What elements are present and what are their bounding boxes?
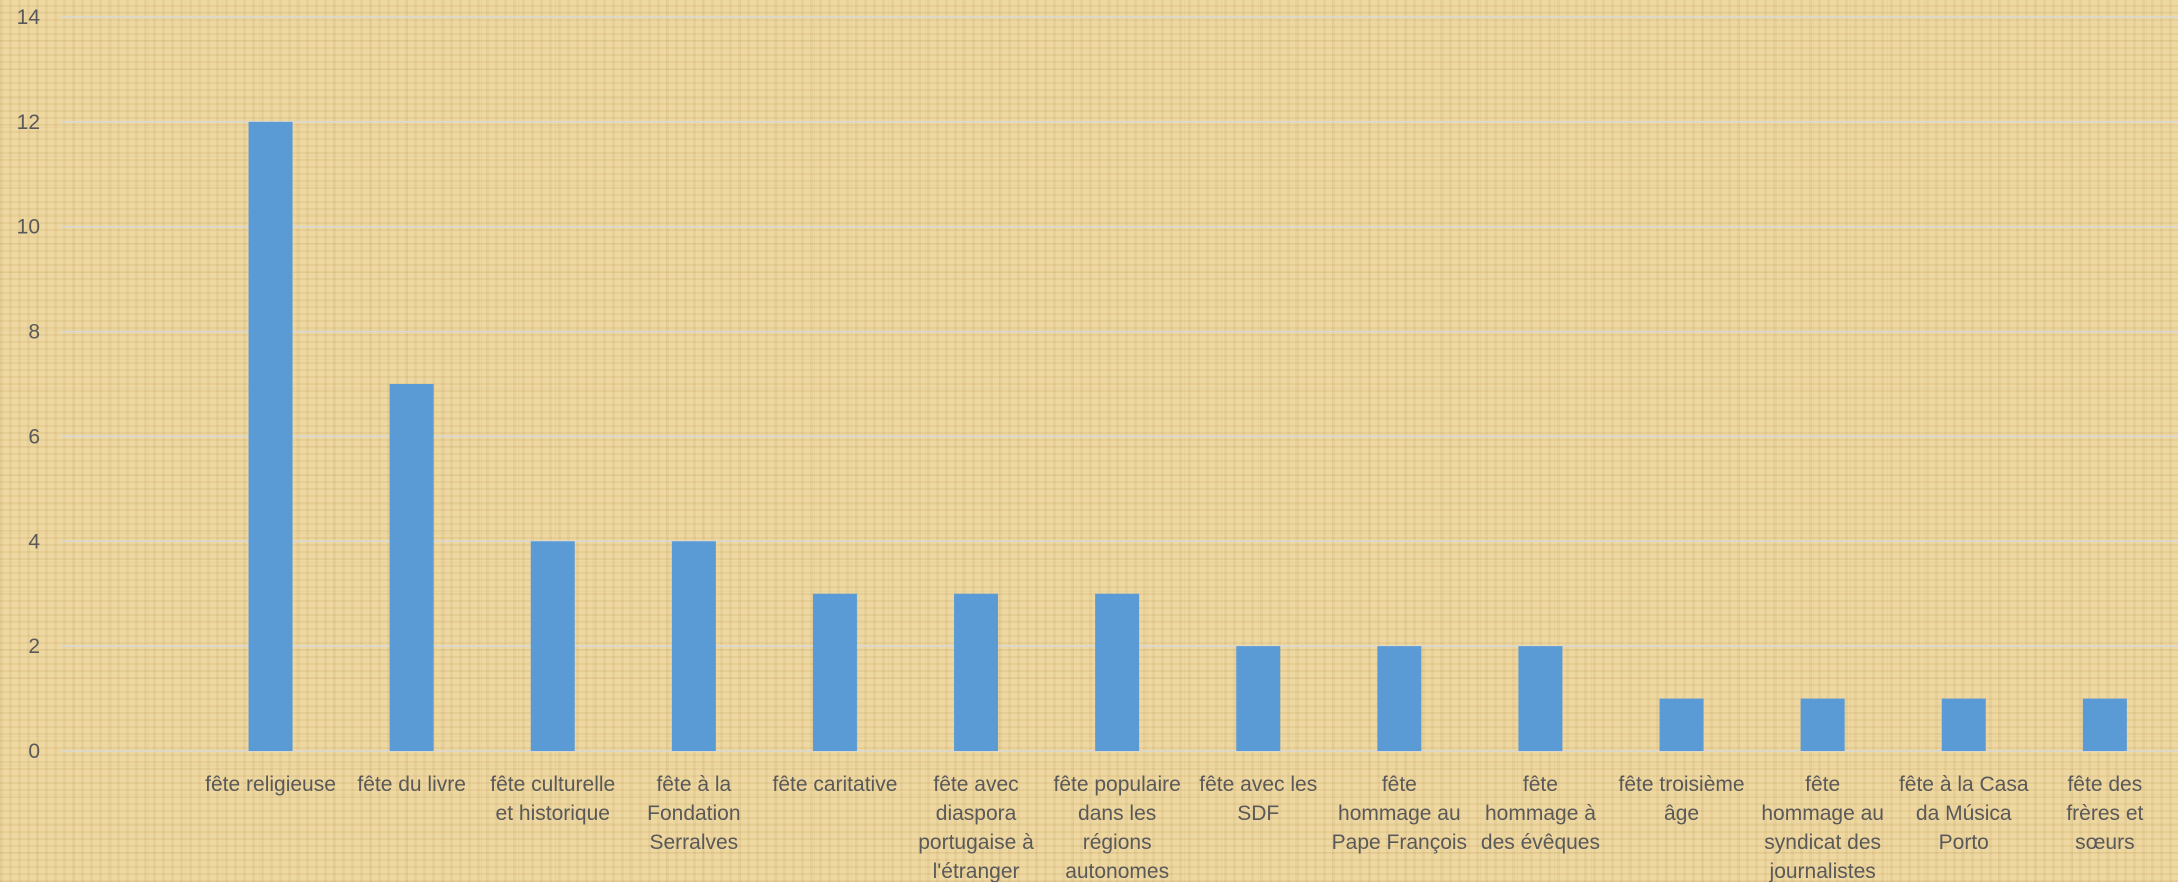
bar (671, 541, 716, 751)
bar (1518, 646, 1563, 751)
x-tick-label: fête des frères et sœurs (2066, 773, 2143, 854)
x-tick-label: fête hommage au Pape François (1332, 773, 1467, 854)
y-tick-label: 14 (17, 6, 41, 29)
bars (248, 121, 2127, 752)
x-tick-label: fête à la Casa da Música Porto (1899, 773, 2029, 854)
bar (1095, 593, 1140, 751)
bar (1800, 698, 1845, 751)
x-tick-label: fête culturelle et historique (490, 773, 615, 825)
y-tick-label: 6 (28, 425, 40, 448)
y-tick-label: 4 (28, 530, 40, 553)
x-tick-label: fête religieuse (205, 773, 336, 796)
x-tick-label: fête hommage à des évêques (1481, 773, 1600, 854)
y-tick-label: 0 (28, 740, 40, 763)
y-axis-ticks: 0 2 4 6 8 10 12 14 (17, 6, 41, 763)
x-tick-label: fête à la Fondation Serralves (647, 773, 740, 854)
bar (1377, 646, 1422, 751)
bar (1941, 698, 1986, 751)
bar (530, 541, 575, 751)
bar (954, 593, 999, 751)
bar (1236, 646, 1281, 751)
bar (248, 121, 293, 752)
x-tick-label: fête troisième âge (1619, 773, 1745, 825)
x-tick-label: fête populaire dans les régions autonomes (1054, 773, 1181, 882)
x-tick-label: fête hommage au syndicat des journalistes (1761, 773, 1884, 882)
y-tick-label: 2 (28, 635, 40, 658)
x-tick-label: fête du livre (357, 773, 466, 796)
bar (2082, 698, 2127, 751)
x-tick-label: fête avec diaspora portugaise à l'étranger (918, 773, 1034, 882)
bar (389, 384, 434, 751)
bar (1659, 698, 1704, 751)
y-tick-label: 8 (28, 321, 40, 344)
x-axis-labels: fête religieuse fête du livre fête culture… (205, 773, 2143, 882)
y-tick-label: 10 (17, 216, 40, 239)
y-tick-label: 12 (17, 111, 40, 134)
x-tick-label: fête avec les SDF (1199, 773, 1317, 825)
bar (812, 593, 857, 751)
x-tick-label: fête caritative (772, 773, 897, 796)
